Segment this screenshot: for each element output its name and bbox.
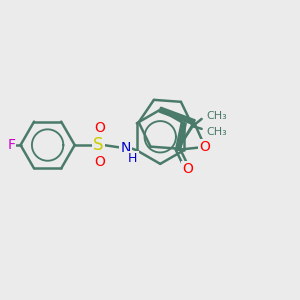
- Text: CH₃: CH₃: [207, 127, 227, 137]
- Text: O: O: [182, 162, 193, 176]
- Text: S: S: [93, 136, 104, 154]
- Text: O: O: [95, 121, 106, 135]
- Text: O: O: [200, 140, 210, 154]
- Text: CH₃: CH₃: [207, 111, 227, 121]
- Text: H: H: [128, 152, 137, 165]
- Text: F: F: [7, 138, 15, 152]
- Text: N: N: [120, 141, 131, 155]
- Text: O: O: [95, 155, 106, 169]
